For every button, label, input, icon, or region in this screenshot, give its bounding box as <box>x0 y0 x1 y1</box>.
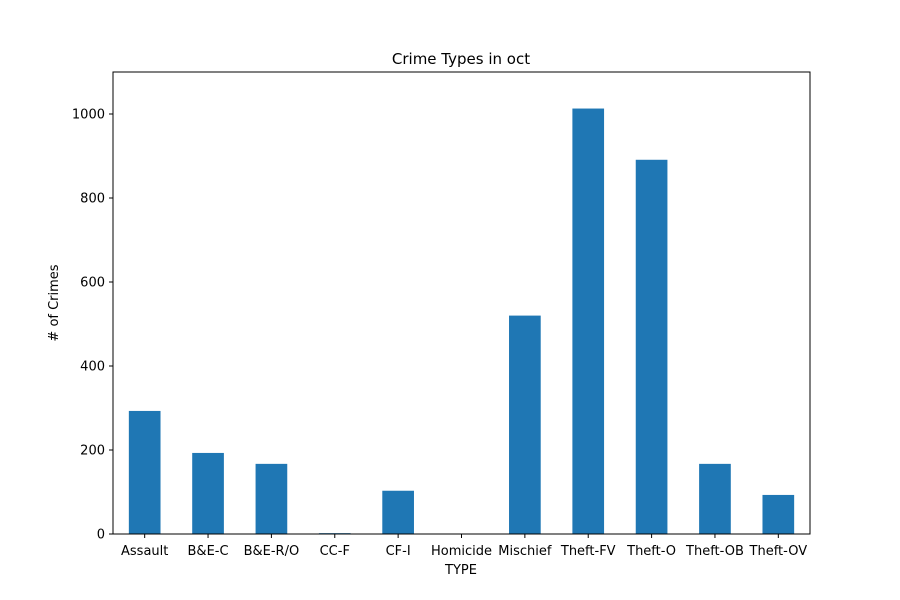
bar-b-e-c <box>192 452 224 534</box>
x-tick-label: Theft-FV <box>560 544 616 559</box>
bar-mischief <box>509 315 541 534</box>
y-tick-label: 200 <box>80 444 105 459</box>
y-tick-label: 600 <box>80 276 105 291</box>
x-tick-label: Assault <box>121 544 168 559</box>
y-axis-label: # of Crimes <box>47 264 62 341</box>
bar-cf-i <box>382 490 414 534</box>
chart-title: Crime Types in oct <box>392 50 530 68</box>
x-tick-label: Mischief <box>498 544 552 559</box>
bar-theft-o <box>635 159 668 534</box>
plot-frame <box>112 71 811 535</box>
x-tick-label: CC-F <box>320 544 350 559</box>
bar-theft-ob <box>699 463 731 534</box>
bar-assault <box>128 410 161 534</box>
x-tick-label: B&E-C <box>188 544 229 559</box>
y-axis: 0 200 400 600 800 1000 <box>72 108 113 543</box>
x-tick-label: Theft-O <box>626 544 676 559</box>
x-tick-label: Theft-OV <box>749 544 808 559</box>
x-tick-label: Theft-OB <box>685 544 744 559</box>
bar-b-e-r-o <box>255 463 288 534</box>
bar-theft-ov <box>762 494 795 534</box>
y-tick-label: 1000 <box>72 108 105 123</box>
bars-group <box>128 108 795 534</box>
x-tick-label: B&E-R/O <box>244 544 300 559</box>
x-axis: Assault B&E-C B&E-R/O CC-F CF-I Homicide Misch… <box>121 534 807 559</box>
x-tick-label: CF-I <box>386 544 411 559</box>
x-axis-label: TYPE <box>444 563 477 578</box>
y-tick-label: 0 <box>97 528 105 543</box>
y-tick-label: 800 <box>80 192 105 207</box>
x-tick-label: Homicide <box>431 544 492 559</box>
y-tick-label: 400 <box>80 360 105 375</box>
bar-theft-fv <box>572 108 605 534</box>
